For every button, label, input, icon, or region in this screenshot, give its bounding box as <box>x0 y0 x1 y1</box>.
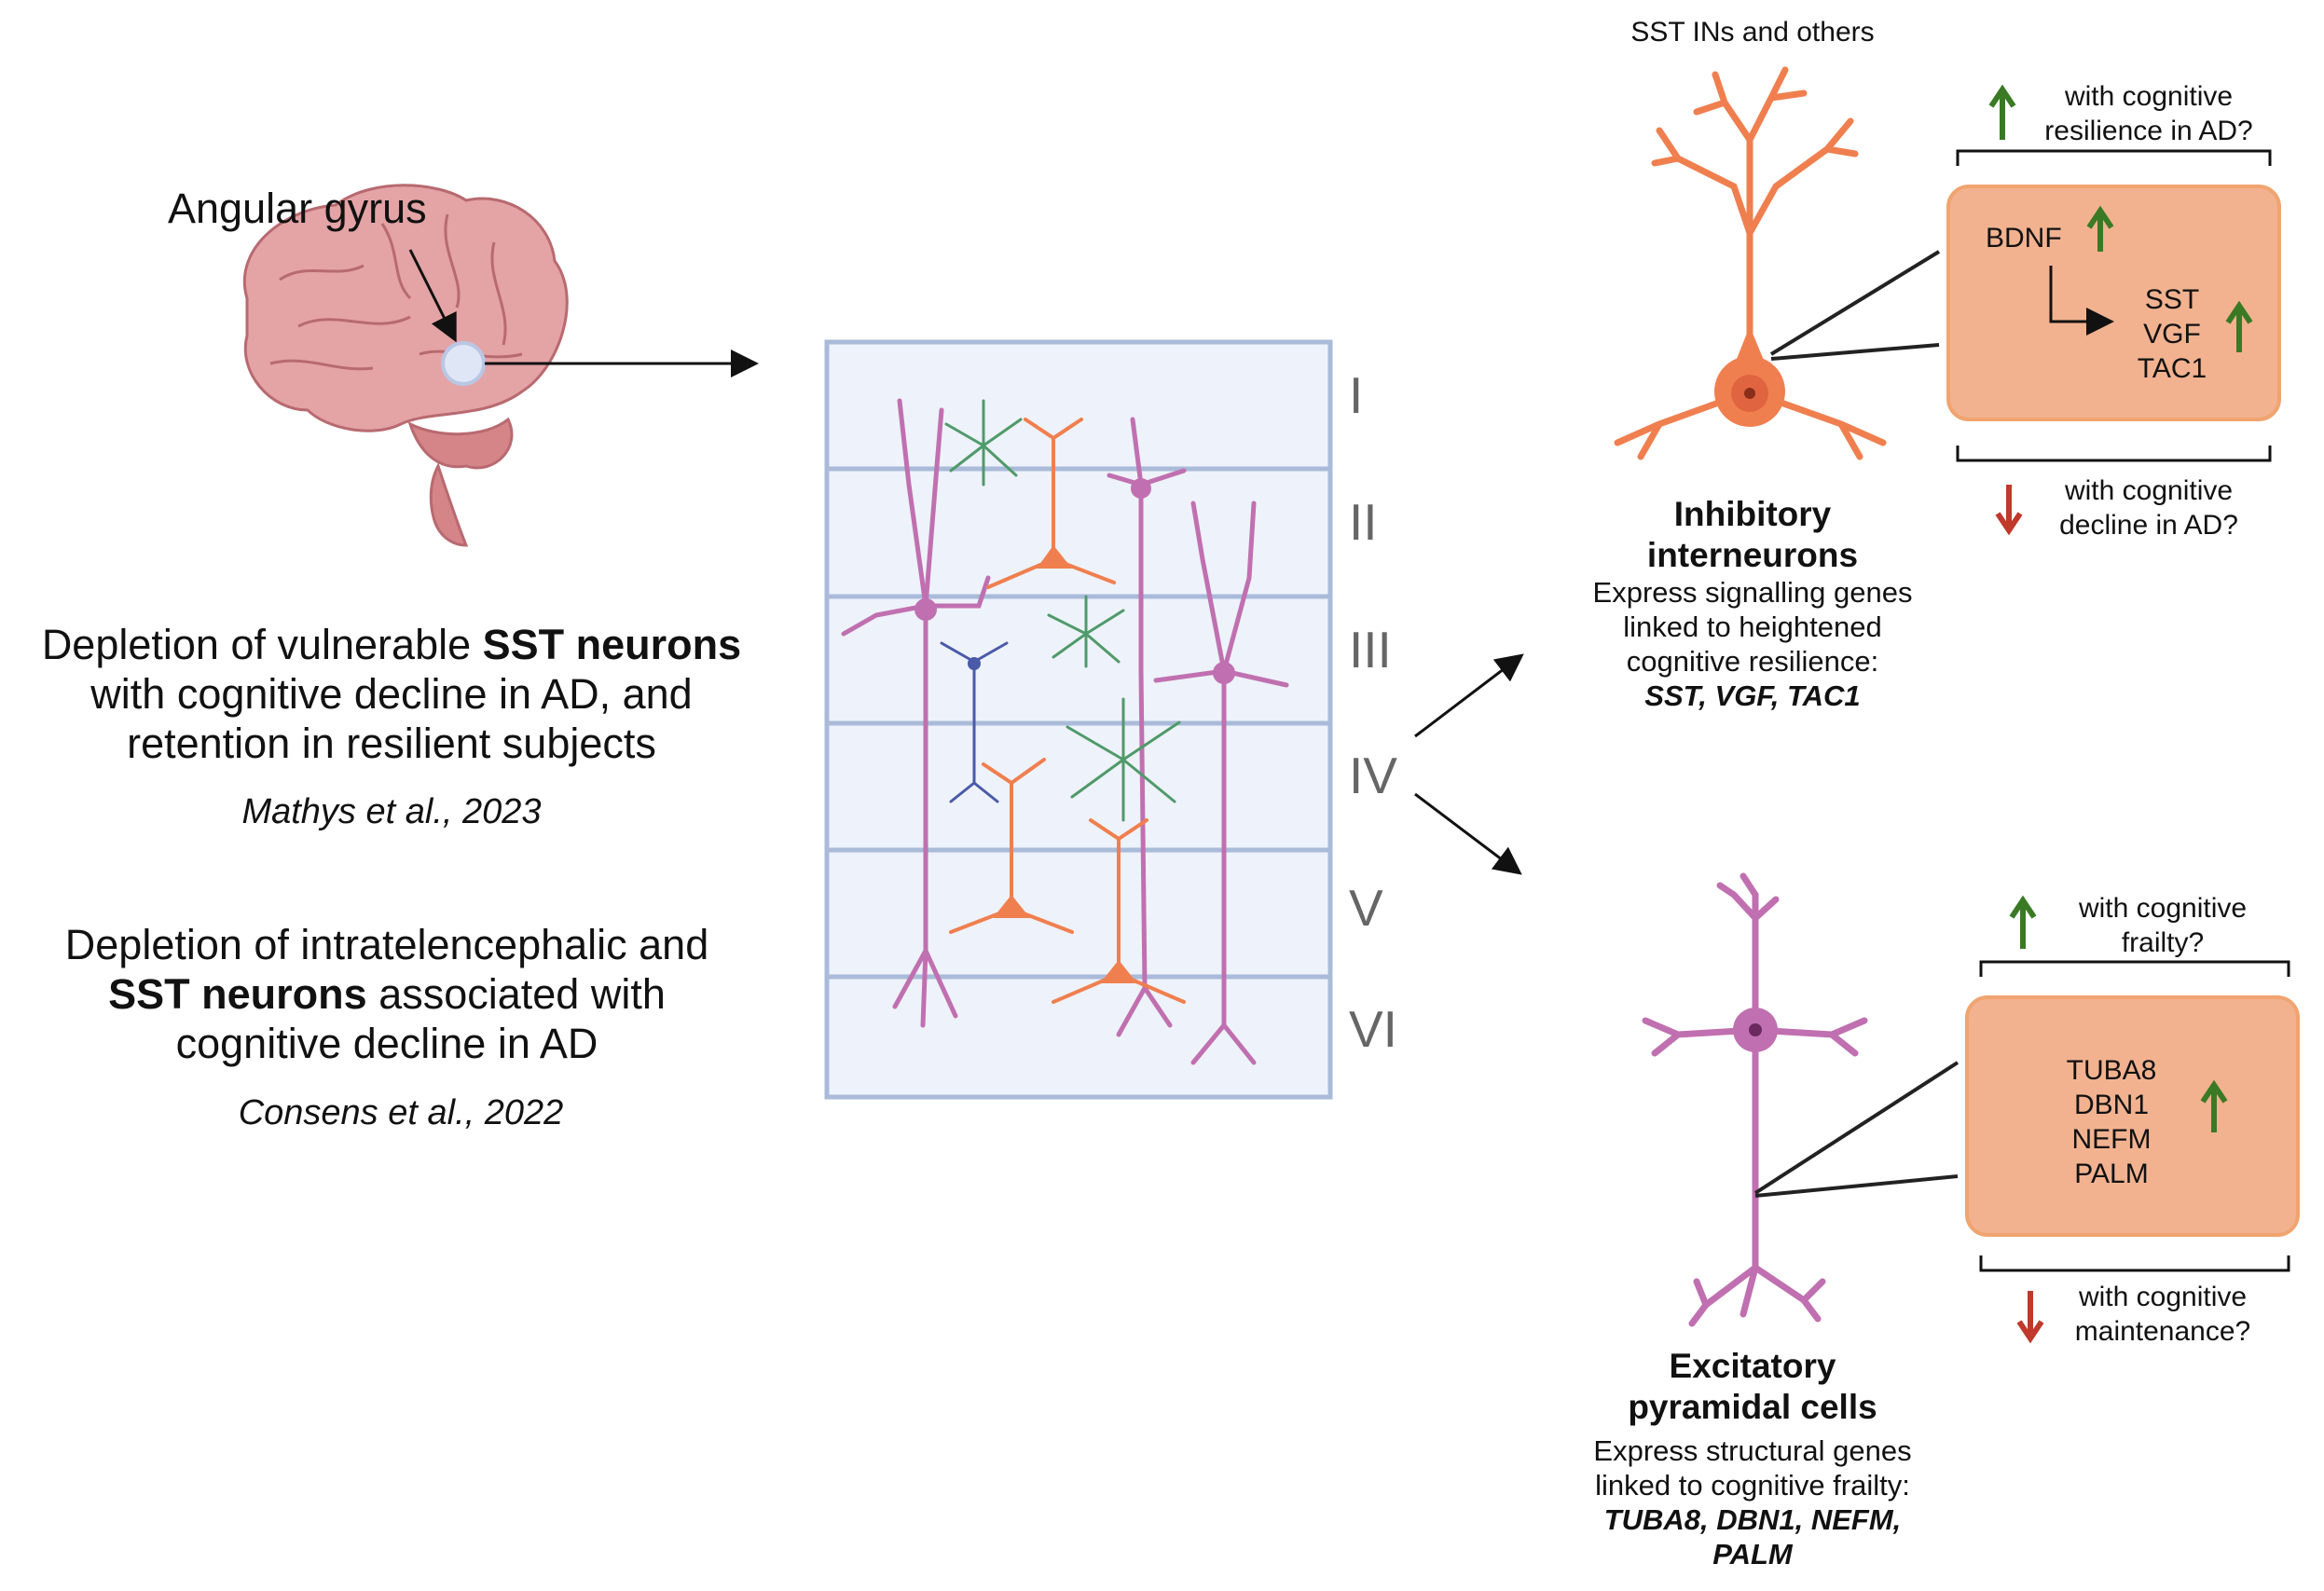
layer-label-iii: III <box>1349 621 1392 679</box>
gene-label: VGF <box>2143 319 2201 350</box>
brain-illustration <box>242 184 569 547</box>
finding-mathys: Depletion of vulnerable SST neurons with… <box>19 620 764 768</box>
layer-label-iv: IV <box>1349 747 1397 804</box>
sst-ins-header: SST INs and others <box>1630 17 1875 48</box>
arrow-icons <box>1988 84 2253 1344</box>
layer-label-vi: VI <box>1349 1000 1397 1058</box>
angular-gyrus-pointer <box>408 249 457 343</box>
angular-gyrus-label: Angular gyrus <box>168 185 427 232</box>
finding-highlight: SST neurons <box>108 970 367 1018</box>
desc-line: Express structural genes <box>1593 1434 1912 1467</box>
gene-label: TAC1 <box>2137 353 2207 384</box>
layer-label-ii: II <box>1349 493 1378 551</box>
bdnf-arrow <box>2049 266 2114 336</box>
excitatory-gene-box <box>1965 995 2300 1237</box>
frailty-note: with cognitive frailty? <box>2032 891 2293 960</box>
arrow-to-excitatory <box>1414 792 1522 875</box>
finding-highlight: SST neurons <box>482 621 742 668</box>
title-line: Inhibitory <box>1673 495 1832 533</box>
layer-label-i: I <box>1349 366 1364 424</box>
inhibitory-gene-box <box>1946 185 2281 421</box>
inhibitory-title: Inhibitory interneurons <box>1566 494 1939 576</box>
up-arrow-icon <box>1988 84 2016 140</box>
citation-mathys: Mathys et al., 2023 <box>241 792 542 831</box>
gene-label: TUBA8 <box>2066 1055 2157 1086</box>
resilience-note: with cognitive resilience in AD? <box>2018 79 2279 148</box>
interneuron-illustration <box>1614 66 1887 460</box>
maintenance-note: with cognitive maintenance? <box>2032 1280 2293 1349</box>
gene-label: NEFM <box>2071 1124 2152 1155</box>
up-arrow-icon <box>2009 895 2037 949</box>
gene-label: PALM <box>2074 1159 2149 1189</box>
finding-consens: Depletion of intratelencephalic and SST … <box>14 920 760 1068</box>
cortex-neurons <box>841 398 1289 1065</box>
finding-line: retention in resilient subjects <box>127 720 656 767</box>
citation-consens: Consens et al., 2022 <box>238 1093 564 1132</box>
title-line: Excitatory <box>1669 1347 1836 1385</box>
note-line: with cognitive <box>2064 81 2234 112</box>
note-line: frailty? <box>2121 927 2205 958</box>
gene-list: SST, VGF, TAC1 <box>1644 679 1861 712</box>
note-line: resilience in AD? <box>2044 116 2253 146</box>
gene-list: TUBA8, DBN1, NEFM, <box>1603 1503 1902 1536</box>
gene-label: DBN1 <box>2073 1090 2150 1120</box>
desc-line: cognitive resilience: <box>1626 645 1879 678</box>
desc-line: Express signalling genes <box>1592 576 1913 609</box>
note-line: maintenance? <box>2074 1316 2251 1347</box>
pyramidal-illustration <box>1642 872 1868 1327</box>
note-line: with cognitive <box>2078 893 2248 924</box>
note-line: decline in AD? <box>2059 510 2238 541</box>
down-arrow-icon <box>2016 1291 2044 1344</box>
down-arrow-icon <box>1995 485 2023 536</box>
finding-line: with cognitive decline in AD, and <box>90 670 693 718</box>
cortex-section <box>824 339 1333 1100</box>
leader-lines <box>1753 250 1960 1198</box>
angular-gyrus-marker <box>441 341 486 386</box>
layer-label-v: V <box>1349 879 1383 937</box>
note-line: with cognitive <box>2078 1282 2248 1312</box>
note-line: with cognitive <box>2064 475 2234 506</box>
gene-label: SST <box>2144 284 2200 315</box>
up-arrow-icon <box>2200 1079 2228 1132</box>
inhibitory-description: Express signalling genes linked to heigh… <box>1529 575 1976 713</box>
brackets <box>1956 149 2290 1272</box>
desc-line: linked to heightened <box>1623 610 1882 643</box>
finding-line: cognitive decline in AD <box>175 1020 598 1067</box>
arrow-to-inhibitory <box>1414 653 1524 738</box>
desc-line: linked to cognitive frailty: <box>1595 1469 1910 1502</box>
excitatory-description: Express structural genes linked to cogni… <box>1529 1433 1976 1571</box>
excitatory-title: Excitatory pyramidal cells <box>1566 1346 1939 1428</box>
finding-line: Depletion of vulnerable <box>41 621 483 668</box>
up-arrow-icon <box>2225 300 2253 352</box>
up-arrow-icon <box>2086 205 2114 252</box>
decline-note: with cognitive decline in AD? <box>2018 473 2279 542</box>
excitatory-genes: TUBA8 DBN1 NEFM PALM <box>2046 1053 2177 1191</box>
title-line: pyramidal cells <box>1628 1388 1877 1426</box>
gene-list: PALM <box>1712 1538 1793 1570</box>
bdnf-label: BDNF <box>1986 223 2062 254</box>
title-line: interneurons <box>1646 536 1859 574</box>
finding-line: Depletion of intratelencephalic and <box>64 921 709 968</box>
inhibitory-target-genes: SST VGF TAC1 <box>2135 282 2209 386</box>
finding-line: associated with <box>366 970 666 1018</box>
